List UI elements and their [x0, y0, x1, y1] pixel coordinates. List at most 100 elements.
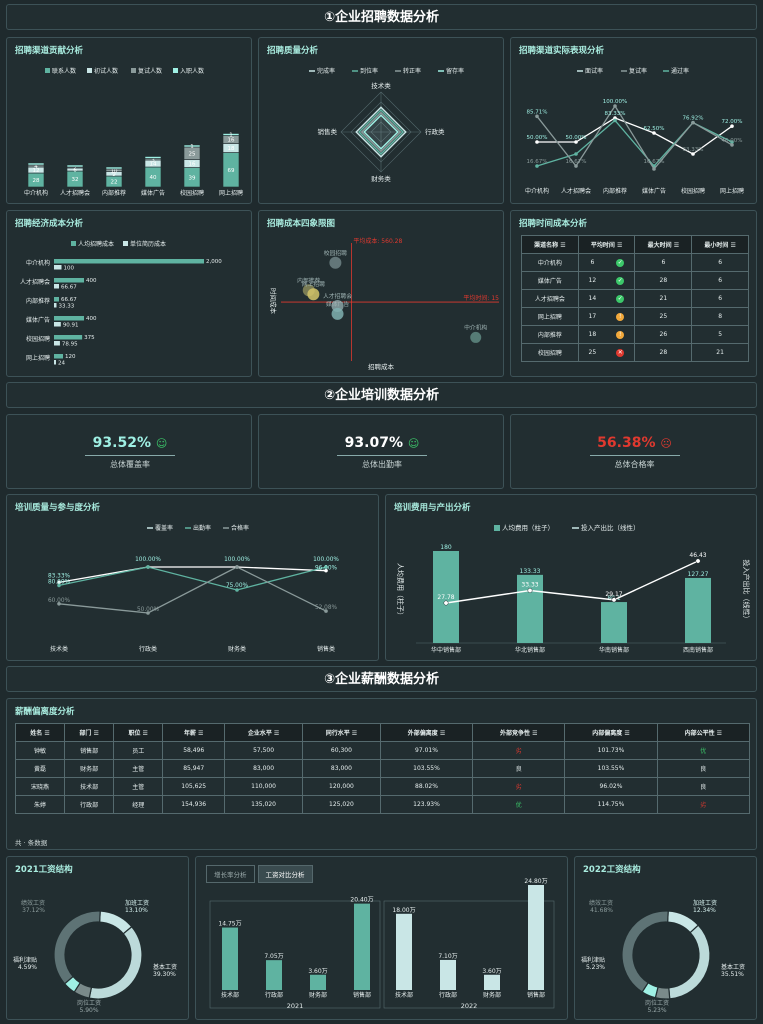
table-header-cell[interactable]: 内部公平性 ☰ [656, 723, 751, 742]
point-label: 52.08% [315, 605, 338, 611]
table-row: 宋晓燕 技术部 主管 105,625 110,000 120,000 88.02% 劣 96.0… [14, 777, 751, 796]
line-series [58, 566, 327, 591]
bar-secondary [54, 284, 60, 289]
train-cost-chart: 人均费用（柱子） 投入产出比（线性） 人均费用（柱子） 投入产出比（线性） 180 华中销… [396, 523, 751, 654]
panel-title: 2022工资结构 [583, 865, 641, 875]
bar-secondary [54, 265, 62, 270]
slice-value: 4.59% [18, 964, 37, 971]
x-tick-label: 中介机构 [24, 189, 48, 197]
bar-primary [54, 297, 60, 302]
legend-swatch [45, 68, 50, 73]
avg-time-cell: 14 [577, 289, 606, 308]
table-header-cell[interactable]: 最大时间 ☰ [634, 235, 693, 254]
table-header-cell[interactable]: 外部竞争性 ☰ [472, 723, 566, 742]
channel-contrib-panel: 招聘渠道贡献分析 联系人数 初试人数 复试人数 入职人数 28 12 4 中介机构 32 6 2 人才… [6, 37, 252, 204]
bar-label: 2 [73, 166, 77, 172]
table-header-cell[interactable]: 同行水平 ☰ [302, 723, 381, 742]
bar-label: 28 [33, 178, 40, 184]
y-tick-label: 校园招聘 [26, 335, 50, 343]
bar [266, 960, 282, 990]
table-header-cell[interactable]: 平均时间 ☰ [577, 235, 636, 254]
time-cost-panel: 招聘时间成本分析 渠道名称 ☰ 平均时间 ☰ 最大时间 ☰ 最小时间 ☰ 中介机构 6 ✓ 6… [510, 210, 757, 377]
line-point [146, 565, 150, 569]
bar-label: 16 [189, 162, 196, 168]
table-cell: 123.93% [379, 795, 474, 814]
table-cell: 114.75% [564, 795, 658, 814]
table-header-cell[interactable]: 企业水平 ☰ [224, 723, 303, 742]
legend-label: 联系人数 [52, 67, 76, 75]
group-label: 2022 [461, 1002, 478, 1010]
bar-label: 7.05万 [264, 953, 283, 960]
channel-cell: 校园招聘 [521, 343, 579, 362]
bar [528, 885, 544, 990]
legend-label: 覆盖率 [155, 524, 173, 532]
line-point [535, 164, 539, 168]
y-tick-label: 媒体广告 [26, 316, 50, 324]
status-icon: ✕ [605, 343, 636, 362]
table-row: 钟敏 销售部 员工 58,496 57,500 60,300 97.01% 劣 101.73% 优 [14, 741, 751, 760]
point-label: 83.33% [48, 573, 71, 579]
scatter-point [307, 288, 320, 301]
table-header-cell[interactable]: 外部偏离度 ☰ [379, 723, 474, 742]
x-tick-label: 财务部 [309, 991, 327, 999]
radar-axis-label: 技术类 [371, 81, 391, 90]
table-header-cell[interactable]: 内部偏离度 ☰ [564, 723, 658, 742]
tab-compare[interactable]: 工资对比分析 [257, 865, 313, 883]
salary-table: 姓名 ☰ 部门 ☰ 职位 ☰ 年薪 ☰ 企业水平 ☰ 同行水平 ☰ 外部偏离度 ☰ 外部竞争性… [14, 723, 751, 814]
bar [517, 574, 543, 643]
bar-label: 39 [189, 175, 196, 181]
bar [222, 927, 238, 990]
table-header-cell[interactable]: 年薪 ☰ [162, 723, 226, 742]
max-time-cell: 21 [634, 289, 693, 308]
kpi-label: 总体合格率 [589, 455, 680, 470]
point-label: 50.00% [137, 607, 160, 613]
panel-title: 招聘渠道贡献分析 [15, 46, 84, 56]
legend-label: 留存率 [446, 67, 464, 75]
bar [601, 602, 627, 643]
legend-swatch [131, 68, 136, 73]
train-cost-panel: 培训费用与产出分析 人均费用（柱子） 投入产出比（线性） 人均费用（柱子） 投入产出比… [385, 494, 757, 661]
train-quality-panel: 培训质量与参与度分析 覆盖率 出勤率 合格率 83.33% 80.00% 60.00% 10… [6, 494, 379, 661]
channel-perf-panel: 招聘渠道实际表现分析 面试率 复试率 通过率 85.71% 50.00% 16.67% 50… [510, 37, 757, 204]
legend-label: 投入产出比（线性） [581, 523, 640, 532]
line-point [57, 580, 61, 585]
legend-label: 单位简历成本 [130, 240, 166, 248]
kpi-label: 总体覆盖率 [85, 455, 175, 470]
group-label: 2021 [287, 1002, 304, 1010]
table-cell: 120,000 [302, 777, 381, 796]
slice-value: 37.12% [22, 907, 45, 914]
panel-title: 招聘成本四象限图 [267, 219, 336, 229]
point-label: 100.00% [603, 99, 627, 105]
table-header-cell[interactable]: 职位 ☰ [113, 723, 164, 742]
line-series [58, 566, 327, 583]
smile-icon: ☺ [155, 437, 168, 450]
tab-growth[interactable]: 增长率分析 [206, 865, 255, 883]
table-header-cell[interactable]: 姓名 ☰ [14, 723, 66, 742]
min-time-cell: 8 [691, 307, 749, 326]
slice-name: 基本工资 [721, 963, 745, 971]
kpi-attendance-panel: 93.07% ☺ 总体出勤率 [258, 414, 504, 489]
wage2022-donut: 加班工资12.34%基本工资35.51%岗位工资5.23%福利津贴5.23%绩效… [581, 899, 745, 1014]
table-header-cell[interactable]: 最小时间 ☰ [691, 235, 749, 254]
legend-label: 复试率 [629, 67, 647, 75]
bar-label: 2,000 [206, 259, 222, 265]
table-cell: 良 [472, 759, 566, 778]
bar [685, 577, 711, 643]
table-header-cell[interactable]: 渠道名称 ☰ [521, 235, 579, 254]
table-header-cell[interactable]: 部门 ☰ [64, 723, 115, 742]
point-label: 50.00% [566, 135, 587, 141]
avg-time-cell: 25 [577, 343, 606, 362]
avg-time-cell: 12 [577, 271, 606, 290]
table-cell: 经理 [113, 795, 164, 814]
avg-time-cell: 17 [577, 307, 606, 326]
wage2022-panel: 2022工资结构 加班工资 12.34% 基本工资 35.51% 岗位工资 5.23% 福利… [574, 856, 757, 1020]
line-series [537, 117, 733, 155]
avg-time-cell: 6 [577, 253, 606, 272]
line-point [57, 602, 61, 606]
point-label: 80.00% [48, 579, 71, 585]
bar-label: 14.75万 [218, 921, 241, 928]
panel-title: 招聘时间成本分析 [519, 219, 588, 229]
legend-label: 人均招聘成本 [78, 240, 114, 248]
point-label: 网上招聘 [302, 280, 325, 288]
